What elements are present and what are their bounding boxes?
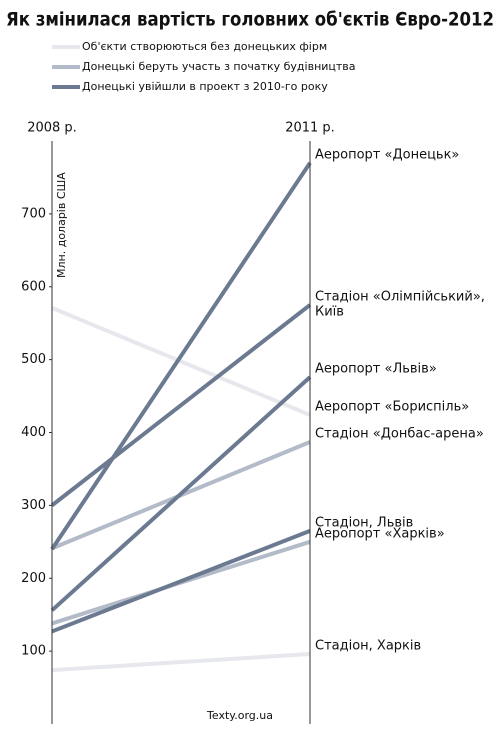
y-tick-label: 700 [21, 206, 46, 221]
y-tick-label: 300 [21, 498, 46, 513]
legend-label: Об'єкти створюються без донецьких фірм [82, 40, 327, 53]
line-label: Стадіон, Харків [315, 639, 421, 654]
line-label: Аеропорт «Львів» [315, 362, 437, 377]
slope-line [51, 306, 311, 417]
line-label: Київ [315, 304, 344, 319]
source: Texty.org.ua [206, 709, 273, 722]
y-tick-label: 200 [21, 571, 46, 586]
y-axis-label: Млн. доларів США [55, 172, 68, 278]
line-label: Стадіон, Львів [315, 515, 413, 530]
line-label: Стадіон «Олімпійський», [315, 289, 485, 304]
slope-line [51, 529, 311, 634]
line-label: Аеропорт «Донецьк» [315, 147, 459, 162]
line-label: Аеропорт «Харків» [315, 526, 445, 541]
legend-label: Донецькі увійшли в проект з 2010-го року [82, 80, 328, 93]
legend-label: Донецькі беруть участь з початку будівни… [82, 60, 356, 73]
y-tick-label: 500 [21, 352, 46, 367]
slope-line [51, 652, 311, 673]
slope-line [50, 161, 312, 551]
slope-line [50, 375, 312, 612]
line-label: Стадіон «Донбас-арена» [315, 426, 484, 441]
slope-line [50, 303, 312, 507]
y-tick-label: 400 [21, 425, 46, 440]
x-tick-label: 2008 р. [27, 121, 77, 136]
chart-title: Як змінилася вартість головних об'єктів … [6, 9, 494, 31]
x-tick-label: 2011 р. [285, 121, 335, 136]
line-label: Аеропорт «Бориспіль» [315, 400, 469, 415]
y-tick-label: 100 [21, 644, 46, 659]
y-tick-label: 600 [21, 279, 46, 294]
